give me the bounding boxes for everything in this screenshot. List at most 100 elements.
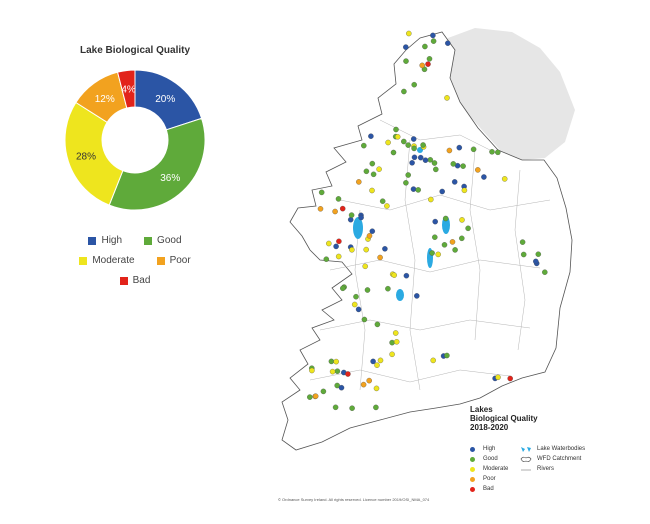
lake-status-point bbox=[406, 30, 412, 37]
lake-status-point bbox=[410, 136, 417, 142]
map-legend-lakes: Lake Waterbodies bbox=[520, 444, 585, 454]
status-dot-icon bbox=[470, 456, 475, 462]
lake-status-point bbox=[475, 167, 481, 173]
lake-status-point bbox=[533, 258, 539, 265]
legend-label: Good bbox=[157, 235, 182, 246]
lake-status-point bbox=[369, 187, 375, 194]
lake-status-point bbox=[348, 212, 355, 218]
donut-slice-moderate bbox=[64, 101, 124, 206]
lake-status-point bbox=[422, 43, 428, 50]
status-dot-icon bbox=[470, 476, 475, 482]
lake-status-point bbox=[428, 196, 434, 203]
lake-status-point bbox=[411, 145, 417, 152]
map-legend-title-line: Biological Quality bbox=[470, 414, 538, 423]
lake-status-point bbox=[335, 196, 342, 202]
lake-status-point bbox=[323, 256, 330, 262]
lake-status-point bbox=[501, 176, 508, 182]
lake-status-point bbox=[495, 149, 501, 156]
river-line-icon bbox=[521, 469, 531, 470]
map-copyright: © Ordnance Survey Ireland. All rights re… bbox=[278, 497, 430, 502]
lake-status-point bbox=[435, 251, 441, 258]
lake-status-point bbox=[520, 251, 527, 258]
map-legend-label: WFD Catchment bbox=[537, 456, 582, 462]
slice-data-label: 12% bbox=[95, 94, 115, 105]
lake-status-point bbox=[422, 157, 429, 163]
lake-status-point bbox=[445, 40, 451, 46]
lake-status-point bbox=[312, 393, 319, 399]
lake-status-point bbox=[425, 61, 431, 67]
lake-status-point bbox=[370, 358, 376, 365]
lake-status-point bbox=[362, 263, 368, 270]
lake-status-point bbox=[489, 149, 495, 155]
lake-status-point bbox=[430, 38, 437, 44]
lake-status-point bbox=[366, 377, 372, 384]
legend-label: Poor bbox=[169, 255, 191, 266]
map-legend-bad: Bad bbox=[470, 484, 508, 494]
lake-status-point bbox=[385, 139, 391, 146]
lake-status-point bbox=[384, 203, 390, 209]
map-legend-poor: Poor bbox=[470, 474, 508, 484]
map-legend-label: Rivers bbox=[537, 466, 555, 472]
lake-status-point bbox=[403, 58, 409, 64]
lake-status-point bbox=[389, 351, 395, 358]
lake-status-point bbox=[444, 95, 450, 101]
slice-data-label: 4% bbox=[121, 84, 136, 95]
lake-status-point bbox=[364, 287, 371, 293]
legend-swatch bbox=[88, 236, 97, 245]
lake-status-point bbox=[393, 339, 400, 345]
lake-status-point bbox=[495, 374, 501, 381]
lake-status-point bbox=[420, 142, 426, 148]
lake-status-point bbox=[439, 188, 445, 195]
legend-swatch bbox=[144, 236, 153, 245]
lake-status-point bbox=[410, 186, 417, 192]
legend-item-good: Good bbox=[144, 235, 182, 246]
lake-status-point bbox=[363, 246, 369, 253]
lake-status-point bbox=[366, 233, 373, 239]
chart-legend: High Good Moderate Poor Bad bbox=[50, 235, 220, 295]
lake-status-point bbox=[390, 149, 397, 156]
slice-data-label: 28% bbox=[76, 151, 96, 162]
map-legend-good: Good bbox=[470, 454, 508, 464]
lake-status-points bbox=[307, 30, 548, 411]
map-legend-title-line: 2018-2020 bbox=[470, 423, 509, 432]
legend-swatch bbox=[79, 256, 88, 265]
northern-ireland-landmass bbox=[440, 28, 575, 160]
lake-status-point bbox=[415, 187, 421, 193]
lake-status-point bbox=[334, 368, 341, 374]
lake-status-point bbox=[542, 269, 548, 275]
lake-status-point bbox=[519, 239, 526, 245]
lake-status-point bbox=[373, 385, 380, 392]
map-legend-rivers: Rivers bbox=[520, 464, 585, 474]
lake-status-point bbox=[373, 404, 379, 411]
lake-status-point bbox=[374, 362, 380, 368]
lake-status-point bbox=[433, 166, 439, 173]
lake-status-point bbox=[336, 238, 342, 245]
donut-chart: 20% 36% 28% 12% 4% bbox=[64, 70, 206, 211]
lake-status-point bbox=[393, 126, 399, 133]
map-legend-title-line: Lakes bbox=[470, 405, 493, 414]
lake-status-point bbox=[347, 216, 354, 223]
lake-status-point bbox=[309, 367, 315, 374]
lake-status-point bbox=[317, 206, 324, 212]
lake-status-point bbox=[403, 180, 409, 186]
lake-status-point bbox=[459, 217, 465, 223]
lake-status-point bbox=[401, 88, 407, 95]
lake-status-point bbox=[452, 247, 458, 253]
ireland-lakes-map bbox=[281, 28, 575, 451]
lake-status-point bbox=[363, 168, 370, 175]
map-legend-label: Poor bbox=[483, 476, 496, 482]
lake-status-point bbox=[351, 301, 358, 308]
map-legend-label: Bad bbox=[483, 486, 494, 492]
lake-status-point bbox=[377, 357, 384, 364]
map-legend-title: Lakes Biological Quality 2018-2020 bbox=[470, 405, 620, 432]
lake-status-point bbox=[379, 198, 386, 204]
lake-status-point bbox=[326, 240, 332, 247]
lake-status-point bbox=[361, 142, 367, 149]
chart-title: Lake Biological Quality bbox=[79, 45, 191, 56]
lake-status-point bbox=[470, 146, 477, 153]
lake-status-point bbox=[369, 160, 376, 167]
donut-slice-good bbox=[108, 117, 206, 211]
lake-status-point bbox=[441, 242, 448, 248]
lake-status-point bbox=[417, 154, 424, 161]
lake-status-point bbox=[335, 253, 342, 260]
